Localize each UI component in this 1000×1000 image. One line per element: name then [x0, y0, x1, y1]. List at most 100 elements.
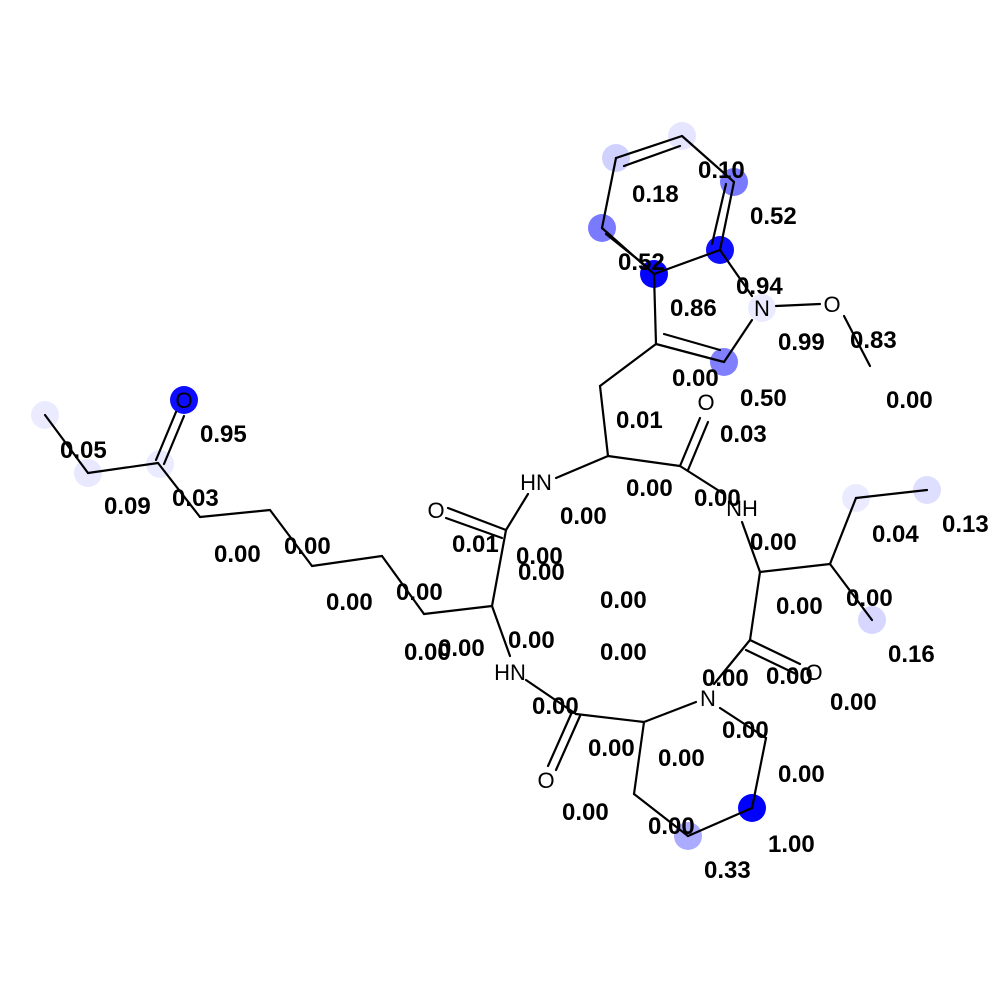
score-label: 0.00	[694, 485, 741, 512]
bond	[744, 648, 798, 676]
score-label: 0.00	[516, 543, 563, 570]
score-label: 0.10	[698, 157, 745, 184]
bond	[758, 562, 832, 574]
bond	[490, 604, 512, 658]
bond	[686, 806, 754, 838]
atom-label-amide-hn: HN	[494, 660, 526, 685]
score-label: 0.00	[846, 585, 893, 612]
atom-label-o-methoxy: O	[823, 292, 840, 317]
score-label: 0.00	[532, 693, 579, 720]
score-label: 0.00	[284, 533, 331, 560]
bond	[162, 414, 186, 466]
score-label: 0.03	[720, 421, 767, 448]
bond	[606, 454, 682, 468]
bond	[722, 318, 754, 364]
bond	[504, 492, 530, 532]
atom-labels: O N O O HN NH O HN O N O	[175, 292, 840, 793]
score-label: 0.00	[562, 799, 609, 826]
bond	[546, 710, 574, 768]
atom-label-carbonyl-o: O	[697, 390, 714, 415]
score-label: 0.00	[750, 529, 797, 556]
bond	[750, 736, 768, 810]
bond	[154, 410, 178, 462]
bond	[718, 248, 754, 298]
score-label: 0.00	[702, 665, 749, 692]
score-label: 0.05	[60, 437, 107, 464]
score-label: 0.18	[632, 181, 679, 208]
score-label: 1.00	[768, 831, 815, 858]
bond	[678, 464, 726, 496]
bond	[718, 706, 768, 740]
bond	[43, 413, 90, 475]
bond	[598, 342, 658, 388]
bond	[198, 508, 272, 519]
atom-highlight	[170, 386, 198, 414]
score-label: 0.00	[326, 589, 373, 616]
bond	[662, 332, 722, 352]
bond	[712, 638, 752, 686]
bond	[268, 508, 314, 568]
score-label: 0.00	[886, 387, 933, 414]
score-label: 0.00	[658, 745, 705, 772]
score-label: 0.13	[942, 511, 989, 538]
score-label: 0.00	[600, 639, 647, 666]
score-label: 0.00	[438, 635, 485, 662]
score-label: 0.01	[452, 531, 499, 558]
score-label: 0.00	[518, 559, 565, 586]
bond	[156, 461, 202, 519]
bond	[774, 302, 822, 308]
atom-label-n-indole: N	[754, 296, 770, 321]
score-label: 0.00	[778, 761, 825, 788]
score-label: 0.00	[508, 627, 555, 654]
score-label: 0.00	[404, 639, 451, 666]
score-label: 0.16	[888, 641, 935, 668]
bond	[490, 528, 508, 608]
bond	[686, 420, 710, 472]
score-label: 0.00	[588, 735, 635, 762]
score-label: 0.33	[704, 857, 751, 884]
bond	[422, 604, 494, 616]
bond	[524, 678, 578, 716]
bond	[748, 638, 802, 666]
bond	[710, 182, 728, 246]
bond	[310, 554, 384, 568]
bond	[748, 570, 762, 642]
attribution-scores: 0.05 0.09 0.95 0.03 0.00 0.00 0.00 0.00 …	[60, 157, 989, 884]
score-label: 0.00	[648, 813, 695, 840]
score-label: 0.01	[616, 407, 663, 434]
atom-label-carbonyl-o: O	[427, 498, 444, 523]
score-label: 0.00	[722, 717, 769, 744]
score-label: 0.95	[200, 421, 247, 448]
bonds	[43, 134, 929, 838]
score-label: 0.00	[600, 587, 647, 614]
score-label: 0.00	[672, 365, 719, 392]
atom-label-amide-hn: HN	[520, 470, 552, 495]
score-label: 0.86	[670, 295, 717, 322]
bond	[842, 314, 872, 368]
atom-highlight	[748, 294, 776, 322]
score-label: 0.00	[396, 579, 443, 606]
bond	[614, 134, 684, 160]
bond	[678, 416, 702, 468]
bond	[718, 180, 736, 252]
bond	[604, 232, 648, 268]
bond	[854, 488, 929, 500]
bond	[642, 700, 698, 724]
score-label: 0.00	[214, 541, 261, 568]
bond	[654, 342, 726, 364]
score-label: 0.52	[750, 203, 797, 230]
score-label: 0.52	[618, 249, 665, 276]
score-label: 0.00	[830, 689, 877, 716]
atom-highlights	[31, 122, 941, 850]
bond	[652, 272, 658, 346]
bond	[446, 506, 508, 532]
score-label: 0.00	[766, 663, 813, 690]
bond	[828, 496, 858, 566]
score-label: 0.83	[850, 327, 897, 354]
bond	[740, 520, 762, 574]
bond	[444, 516, 504, 540]
score-label: 0.94	[736, 273, 783, 300]
bond	[680, 134, 736, 184]
